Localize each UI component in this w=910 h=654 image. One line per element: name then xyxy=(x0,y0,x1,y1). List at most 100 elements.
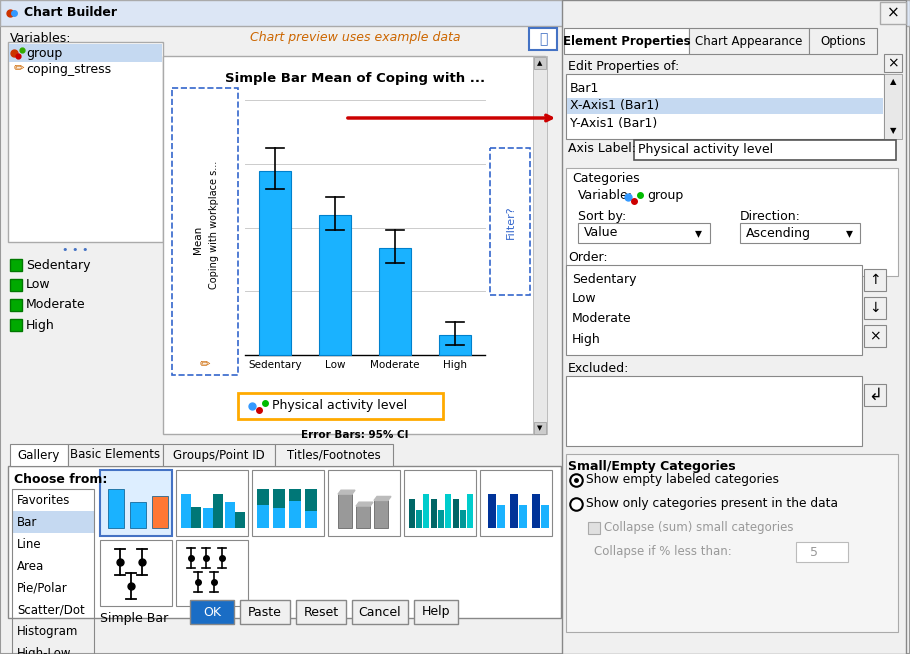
Bar xyxy=(275,444,393,466)
Text: Paste: Paste xyxy=(248,606,282,619)
Text: Simple Bar: Simple Bar xyxy=(100,612,168,625)
Text: High: High xyxy=(26,318,55,332)
Bar xyxy=(453,500,459,528)
Bar xyxy=(289,501,301,528)
Bar xyxy=(273,489,285,508)
Text: Value: Value xyxy=(584,226,619,239)
Text: group: group xyxy=(647,189,683,202)
Bar xyxy=(884,54,902,72)
Polygon shape xyxy=(356,502,373,506)
Text: Line: Line xyxy=(17,538,42,551)
Bar xyxy=(409,500,415,528)
Bar xyxy=(534,57,546,69)
Bar xyxy=(566,376,862,446)
Bar xyxy=(740,223,860,243)
Bar xyxy=(9,44,162,62)
Text: coping_stress: coping_stress xyxy=(26,63,111,75)
Text: Reset: Reset xyxy=(303,606,339,619)
Bar xyxy=(566,168,898,276)
Bar xyxy=(488,494,496,528)
Bar xyxy=(796,542,848,562)
Bar xyxy=(305,489,317,511)
Bar xyxy=(163,56,545,434)
Bar xyxy=(864,297,886,319)
Bar xyxy=(235,512,245,528)
Polygon shape xyxy=(374,496,391,500)
Bar xyxy=(541,505,549,528)
Bar xyxy=(10,299,22,311)
Text: Histogram: Histogram xyxy=(17,625,78,638)
Bar xyxy=(374,500,388,528)
Bar xyxy=(273,508,285,528)
Text: Bar1: Bar1 xyxy=(570,82,600,95)
Bar xyxy=(100,540,172,606)
Bar xyxy=(533,56,547,434)
Text: Basic Elements: Basic Elements xyxy=(70,449,160,462)
Text: Help: Help xyxy=(421,606,450,619)
Bar xyxy=(10,319,22,331)
Text: Axis Label:: Axis Label: xyxy=(568,141,636,154)
Text: Edit Properties of:: Edit Properties of: xyxy=(568,60,679,73)
Text: Groups/Point ID: Groups/Point ID xyxy=(173,449,265,462)
Bar xyxy=(864,325,886,347)
Text: ▲: ▲ xyxy=(890,78,896,86)
Bar xyxy=(566,74,884,139)
Bar xyxy=(259,171,290,355)
Text: Small/Empty Categories: Small/Empty Categories xyxy=(568,460,735,473)
Text: Low: Low xyxy=(26,279,51,292)
Bar xyxy=(352,600,408,624)
Bar xyxy=(438,510,444,528)
Text: Chart preview uses example data: Chart preview uses example data xyxy=(249,31,460,44)
Text: ▼: ▼ xyxy=(890,126,896,135)
Bar xyxy=(423,494,429,528)
Bar xyxy=(460,510,466,528)
Bar xyxy=(328,470,400,536)
Bar xyxy=(8,42,163,242)
Bar xyxy=(12,489,94,654)
Text: Direction:: Direction: xyxy=(740,210,801,223)
Bar xyxy=(440,335,470,355)
Bar xyxy=(319,215,350,355)
Text: Low: Low xyxy=(572,292,597,305)
Bar xyxy=(534,422,546,434)
Text: ▾: ▾ xyxy=(845,226,853,240)
Text: Pie/Polar: Pie/Polar xyxy=(17,581,67,594)
Bar xyxy=(257,489,269,505)
Text: Y-Axis1 (Bar1): Y-Axis1 (Bar1) xyxy=(570,116,657,129)
Text: Sedentary: Sedentary xyxy=(572,273,636,286)
Text: Choose from:: Choose from: xyxy=(14,473,107,486)
Bar xyxy=(176,540,248,606)
Text: High-Low: High-Low xyxy=(17,647,72,654)
Bar xyxy=(404,470,476,536)
Bar xyxy=(529,28,557,50)
Text: OK: OK xyxy=(203,606,221,619)
Bar xyxy=(480,470,552,536)
Bar xyxy=(130,502,146,528)
Bar xyxy=(416,510,422,528)
Text: ↑: ↑ xyxy=(869,273,881,287)
Text: Options: Options xyxy=(820,35,865,48)
Bar xyxy=(100,470,172,536)
Bar xyxy=(356,506,370,528)
Bar xyxy=(152,496,168,528)
Text: Ascending: Ascending xyxy=(746,226,811,239)
Text: Categories: Categories xyxy=(572,172,640,185)
Text: Collapse if % less than:: Collapse if % less than: xyxy=(594,545,732,559)
Bar xyxy=(809,28,877,54)
Bar xyxy=(10,444,68,466)
Bar xyxy=(884,74,902,139)
Text: ▾: ▾ xyxy=(694,226,702,240)
Bar xyxy=(562,0,906,654)
Text: Excluded:: Excluded: xyxy=(568,362,630,375)
Bar xyxy=(225,502,235,528)
Bar xyxy=(203,508,213,528)
Text: Show empty labeled categories: Show empty labeled categories xyxy=(586,473,779,487)
Bar xyxy=(296,600,346,624)
Text: Error Bars: 95% CI: Error Bars: 95% CI xyxy=(301,430,409,440)
Bar xyxy=(567,98,883,114)
Text: 5: 5 xyxy=(810,545,818,559)
Text: Area: Area xyxy=(17,560,45,572)
Bar xyxy=(445,494,451,528)
Bar xyxy=(108,489,124,528)
Text: Titles/Footnotes: Titles/Footnotes xyxy=(288,449,381,462)
